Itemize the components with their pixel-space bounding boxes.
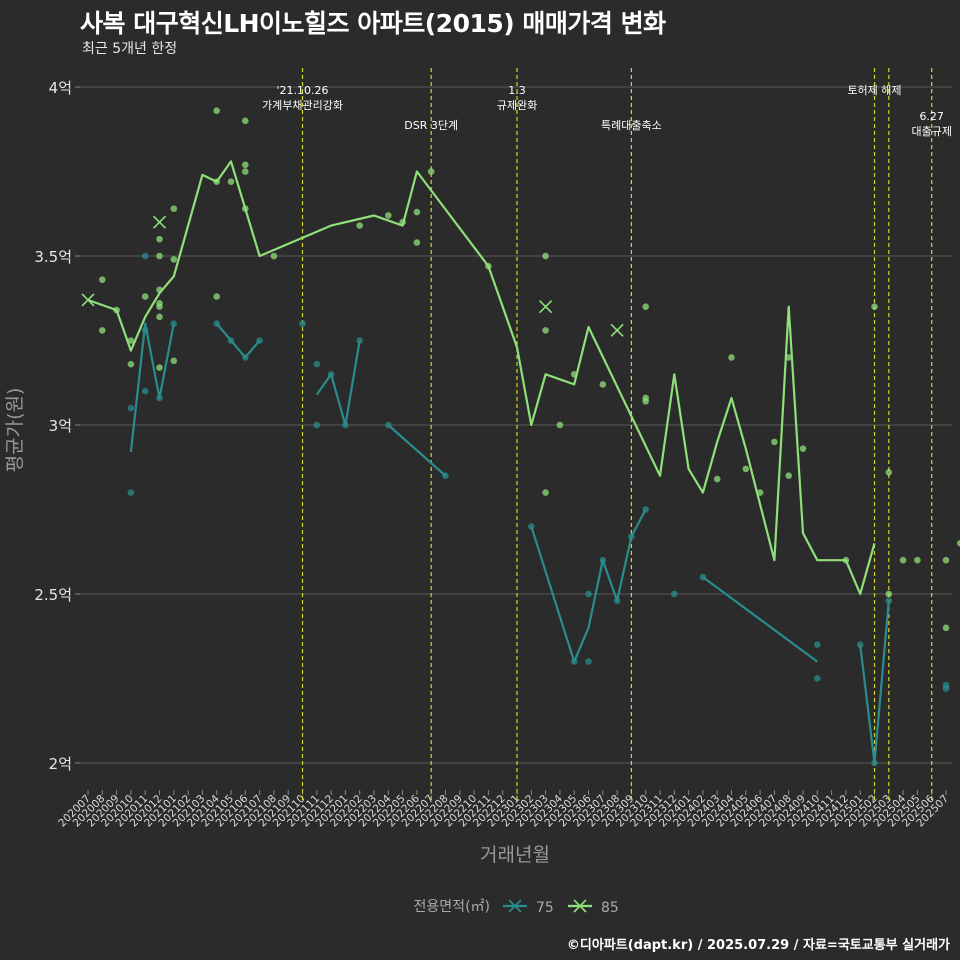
data-point-75	[671, 590, 678, 598]
data-point-85	[742, 465, 750, 473]
legend-label-85: 85	[601, 900, 619, 916]
data-point-85	[642, 398, 649, 405]
data-point-85	[170, 357, 178, 365]
data-point-85	[127, 360, 135, 368]
cross-marker-85	[152, 215, 167, 229]
data-point-85	[785, 472, 792, 479]
data-point-85	[242, 168, 249, 175]
data-point-85	[771, 438, 778, 446]
y-tick-label: 3.5억	[34, 248, 72, 266]
data-point-85	[356, 222, 364, 229]
legend-marker-75	[508, 899, 522, 913]
data-point-85	[156, 364, 163, 371]
event-label: 대출규제	[911, 125, 951, 138]
data-point-85	[871, 303, 878, 311]
data-point-85	[542, 489, 549, 496]
event-label: '21.10.26	[276, 84, 328, 97]
data-point-85	[914, 556, 921, 564]
data-point-85	[799, 445, 807, 452]
data-point-85	[599, 381, 607, 388]
data-point-85	[385, 212, 392, 219]
data-point-85	[885, 590, 893, 598]
data-point-85	[427, 168, 435, 175]
legend-title: 전용면적(㎡)	[414, 899, 490, 915]
data-point-75	[127, 489, 135, 496]
data-point-75	[141, 252, 149, 260]
data-point-85	[642, 303, 649, 311]
data-point-85	[213, 293, 220, 300]
event-label: 토허제 해제	[847, 83, 901, 97]
data-point-85	[713, 475, 721, 483]
data-point-75	[127, 404, 135, 412]
series-line-75	[215, 322, 261, 359]
data-point-75	[814, 675, 821, 682]
cross-marker-85	[81, 293, 95, 307]
y-tick-label: 3억	[49, 417, 72, 435]
data-point-85	[556, 421, 564, 429]
series-line-85	[87, 160, 876, 596]
x-axis-title: 거래년월	[480, 844, 550, 866]
data-point-85	[270, 252, 278, 260]
y-tick-label: 2억	[49, 755, 72, 773]
series-line-75	[859, 600, 890, 765]
cross-marker-85	[539, 300, 553, 314]
data-point-85	[413, 239, 421, 246]
event-label: 특례대출축소	[601, 119, 662, 132]
data-point-75	[313, 360, 321, 368]
data-point-85	[785, 354, 792, 361]
legend-marker-85	[573, 899, 587, 913]
data-point-75	[313, 421, 321, 429]
chart-title: 사복 대구혁신LH이노힐즈 아파트(2015) 매매가격 변화	[80, 9, 666, 38]
y-tick-label: 4억	[49, 79, 72, 97]
data-point-85	[170, 205, 178, 213]
series-line-75	[387, 424, 447, 477]
data-point-85	[141, 293, 149, 300]
data-point-85	[127, 337, 135, 344]
data-point-85	[899, 556, 907, 564]
data-point-85	[542, 327, 549, 334]
data-point-85	[156, 252, 163, 260]
series-line-75	[530, 508, 647, 663]
data-point-85	[242, 161, 249, 169]
data-point-75	[585, 590, 592, 598]
data-point-75	[814, 641, 821, 648]
legend-label-75: 75	[536, 900, 554, 916]
data-point-75	[141, 387, 149, 395]
data-point-75	[585, 658, 592, 665]
data-point-85	[99, 327, 106, 334]
data-point-75	[299, 320, 306, 327]
credit-text: ©디아파트(dapt.kr) / 2025.07.29 / 자료=국토교통부 실…	[566, 938, 950, 953]
event-label: 가계부채관리강화	[262, 99, 343, 112]
series-line-75	[315, 340, 361, 427]
data-point-85	[413, 208, 421, 216]
y-tick-label: 2.5억	[34, 586, 72, 604]
event-label: 규제완화	[497, 99, 537, 112]
data-point-75	[942, 685, 950, 692]
data-point-85	[885, 469, 893, 476]
data-point-85	[227, 178, 235, 185]
data-point-85	[542, 252, 549, 260]
data-point-85	[942, 556, 950, 564]
data-point-85	[213, 107, 220, 114]
data-point-85	[728, 354, 735, 361]
y-axis-title: 평균가(원)	[4, 388, 26, 473]
data-point-85	[957, 540, 960, 547]
event-label: 1.3	[508, 84, 526, 97]
data-point-85	[170, 256, 178, 263]
chart-subtitle: 최근 5개년 한정	[82, 41, 178, 57]
series-line-75	[129, 322, 175, 453]
event-label: DSR 3단계	[404, 119, 458, 132]
data-point-75	[856, 641, 864, 648]
cross-marker-85	[610, 323, 624, 337]
data-point-85	[942, 624, 950, 632]
data-point-85	[242, 117, 249, 125]
series-line-75	[702, 576, 818, 663]
data-point-85	[156, 235, 163, 243]
data-point-85	[156, 313, 163, 321]
data-point-85	[156, 303, 163, 311]
event-label: 6.27	[919, 110, 944, 123]
data-point-85	[99, 276, 106, 283]
